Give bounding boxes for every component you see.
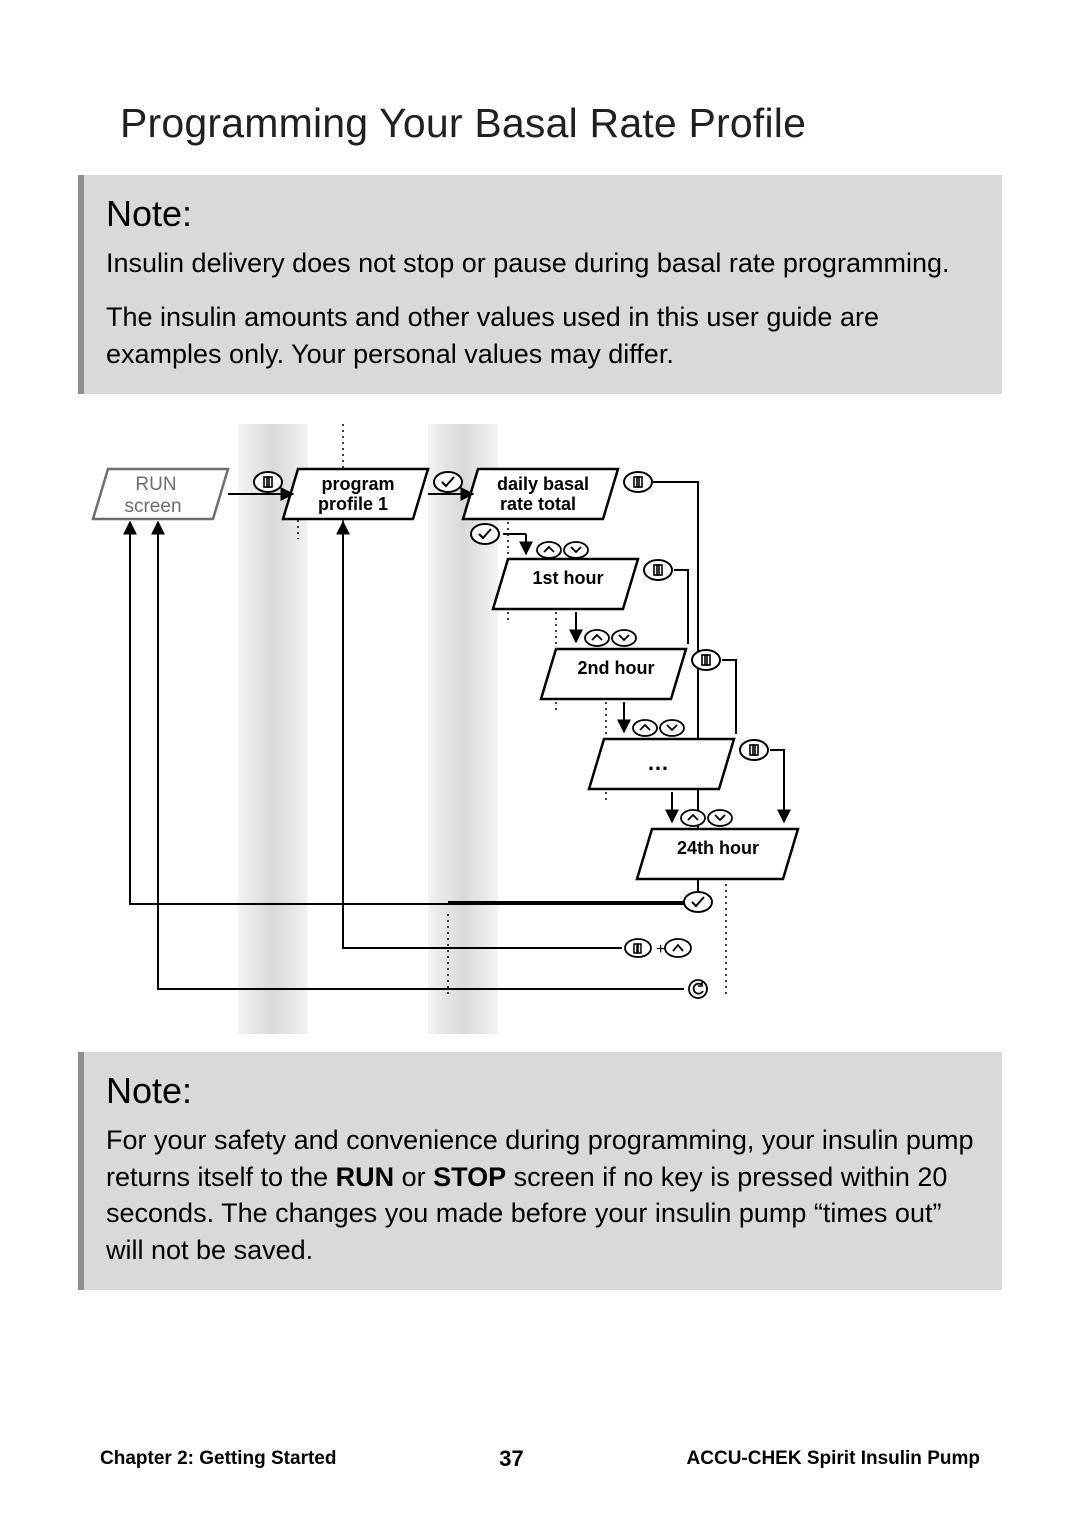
note1-p1: Insulin delivery does not stop or pause … [106, 245, 974, 281]
h1: 1st hour [532, 568, 603, 588]
footer-chapter: Chapter 2: Getting Started [100, 1448, 336, 1470]
note-box-1: Note: Insulin delivery does not stop or … [78, 175, 1002, 394]
h4: 24th hour [677, 838, 759, 858]
program-line1: program [321, 474, 394, 494]
h2: 2nd hour [578, 658, 655, 678]
note-heading-2: Note: [106, 1070, 974, 1112]
footer-product: ACCU-CHEK Spirit Insulin Pump [687, 1448, 980, 1470]
note1-p2: The insulin amounts and other values use… [106, 299, 974, 372]
page-footer: Chapter 2: Getting Started 37 ACCU-CHEK … [0, 1446, 1080, 1472]
note2-paragraph: For your safety and convenience during p… [106, 1122, 974, 1268]
daily-line2: rate total [500, 494, 576, 514]
daily-line1: daily basal [497, 474, 589, 494]
note-heading-1: Note: [106, 193, 974, 235]
run-line2: screen [124, 496, 181, 517]
note2-run: RUN [336, 1162, 395, 1192]
h3: … [647, 750, 669, 775]
flow-diagram: RUN screen program profile 1 daily basal… [78, 424, 1002, 1034]
note-body-2: For your safety and convenience during p… [106, 1122, 974, 1268]
note2-p1c: or [394, 1162, 433, 1192]
plus: + [656, 941, 665, 958]
note-box-2: Note: For your safety and convenience du… [78, 1052, 1002, 1290]
footer-page-number: 37 [499, 1446, 523, 1472]
page: Programming Your Basal Rate Profile Note… [0, 0, 1080, 1532]
run-line1: RUN [135, 474, 176, 495]
page-title: Programming Your Basal Rate Profile [120, 100, 1020, 147]
program-line2: profile 1 [318, 494, 388, 514]
note2-stop: STOP [433, 1162, 506, 1192]
note-body-1: Insulin delivery does not stop or pause … [106, 245, 974, 372]
